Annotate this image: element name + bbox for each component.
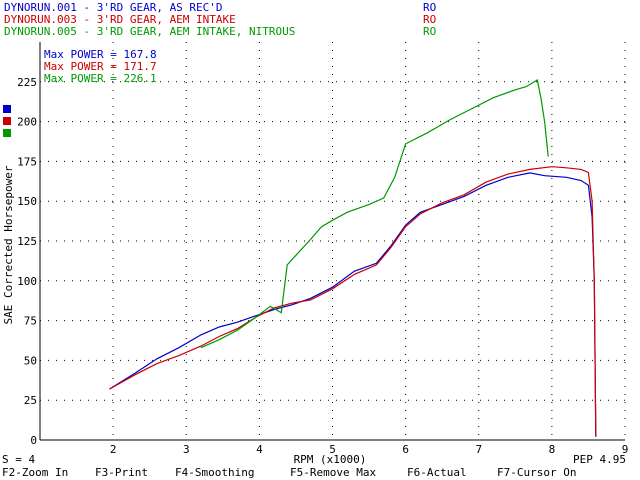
run-flag-005: RO — [423, 25, 436, 38]
x-tick-label: 5 — [329, 443, 336, 456]
grid-dots — [40, 42, 626, 440]
x-tick-label: 6 — [402, 443, 409, 456]
run-header: DYNORUN.001 - 3'RD GEAR, AS REC'D RO DYN… — [4, 1, 436, 38]
f3-print-key[interactable]: F3-Print — [95, 466, 148, 479]
x-tick-label: 7 — [475, 443, 482, 456]
x-tick-label: 3 — [183, 443, 190, 456]
f4-smoothing-key[interactable]: F4-Smoothing — [175, 466, 254, 479]
run-label-001: DYNORUN.001 - 3'RD GEAR, AS REC'D — [4, 1, 223, 14]
f2-zoom-in-key[interactable]: F2-Zoom In — [2, 466, 68, 479]
pep-version: PEP 4.95 — [573, 453, 626, 466]
x-tick-label: 4 — [256, 443, 263, 456]
tick-labels: 0 25 50 75 100 125 150 175 200 225 2 3 4 5 6 7 8 9 — [17, 76, 628, 456]
series-line-dynorun-005 — [200, 79, 549, 349]
max-power-005: Max POWER = 226.1 — [44, 72, 157, 85]
f6-actual-key[interactable]: F6-Actual — [407, 466, 467, 479]
x-tick-label: 9 — [622, 443, 629, 456]
swatch-003 — [3, 117, 11, 125]
run-flag-003: RO — [423, 13, 436, 26]
y-tick-label: 225 — [17, 76, 37, 89]
y-tick-label: 150 — [17, 195, 37, 208]
smoothing-status: S = 4 — [2, 453, 35, 466]
y-tick-label: 200 — [17, 116, 37, 129]
series-line-dynorun-001 — [109, 172, 597, 437]
run-label-003: DYNORUN.003 - 3'RD GEAR, AEM INTAKE — [4, 13, 236, 26]
y-tick-label: 75 — [24, 315, 37, 328]
y-tick-label: 50 — [24, 354, 37, 367]
swatch-001 — [3, 105, 11, 113]
run-flag-001: RO — [423, 1, 436, 14]
y-tick-label: 0 — [30, 434, 37, 447]
f7-cursor-on-key[interactable]: F7-Cursor On — [497, 466, 576, 479]
f5-remove-max-key[interactable]: F5-Remove Max — [290, 466, 376, 479]
function-key-bar: F2-Zoom In F3-Print F4-Smoothing F5-Remo… — [2, 466, 576, 479]
swatch-005 — [3, 129, 11, 137]
run-label-005: DYNORUN.005 - 3'RD GEAR, AEM INTAKE, NIT… — [4, 25, 295, 38]
max-power-legend: Max POWER = 167.8 Max POWER = 171.7 Max … — [44, 48, 157, 85]
x-tick-label: 8 — [549, 443, 556, 456]
y-axis-title: SAE Corrected Horsepower — [2, 165, 15, 324]
x-tick-label: 2 — [110, 443, 117, 456]
y-tick-label: 25 — [24, 394, 37, 407]
y-tick-label: 175 — [17, 155, 37, 168]
series-lines — [109, 79, 597, 437]
y-tick-label: 125 — [17, 235, 37, 248]
axes — [39, 42, 625, 441]
max-power-001: Max POWER = 167.8 — [44, 48, 157, 61]
y-tick-label: 100 — [17, 275, 37, 288]
x-axis-title: RPM (x1000) — [294, 453, 367, 466]
series-swatches — [3, 105, 11, 137]
max-power-003: Max POWER = 171.7 — [44, 60, 157, 73]
series-line-dynorun-003 — [109, 166, 597, 437]
